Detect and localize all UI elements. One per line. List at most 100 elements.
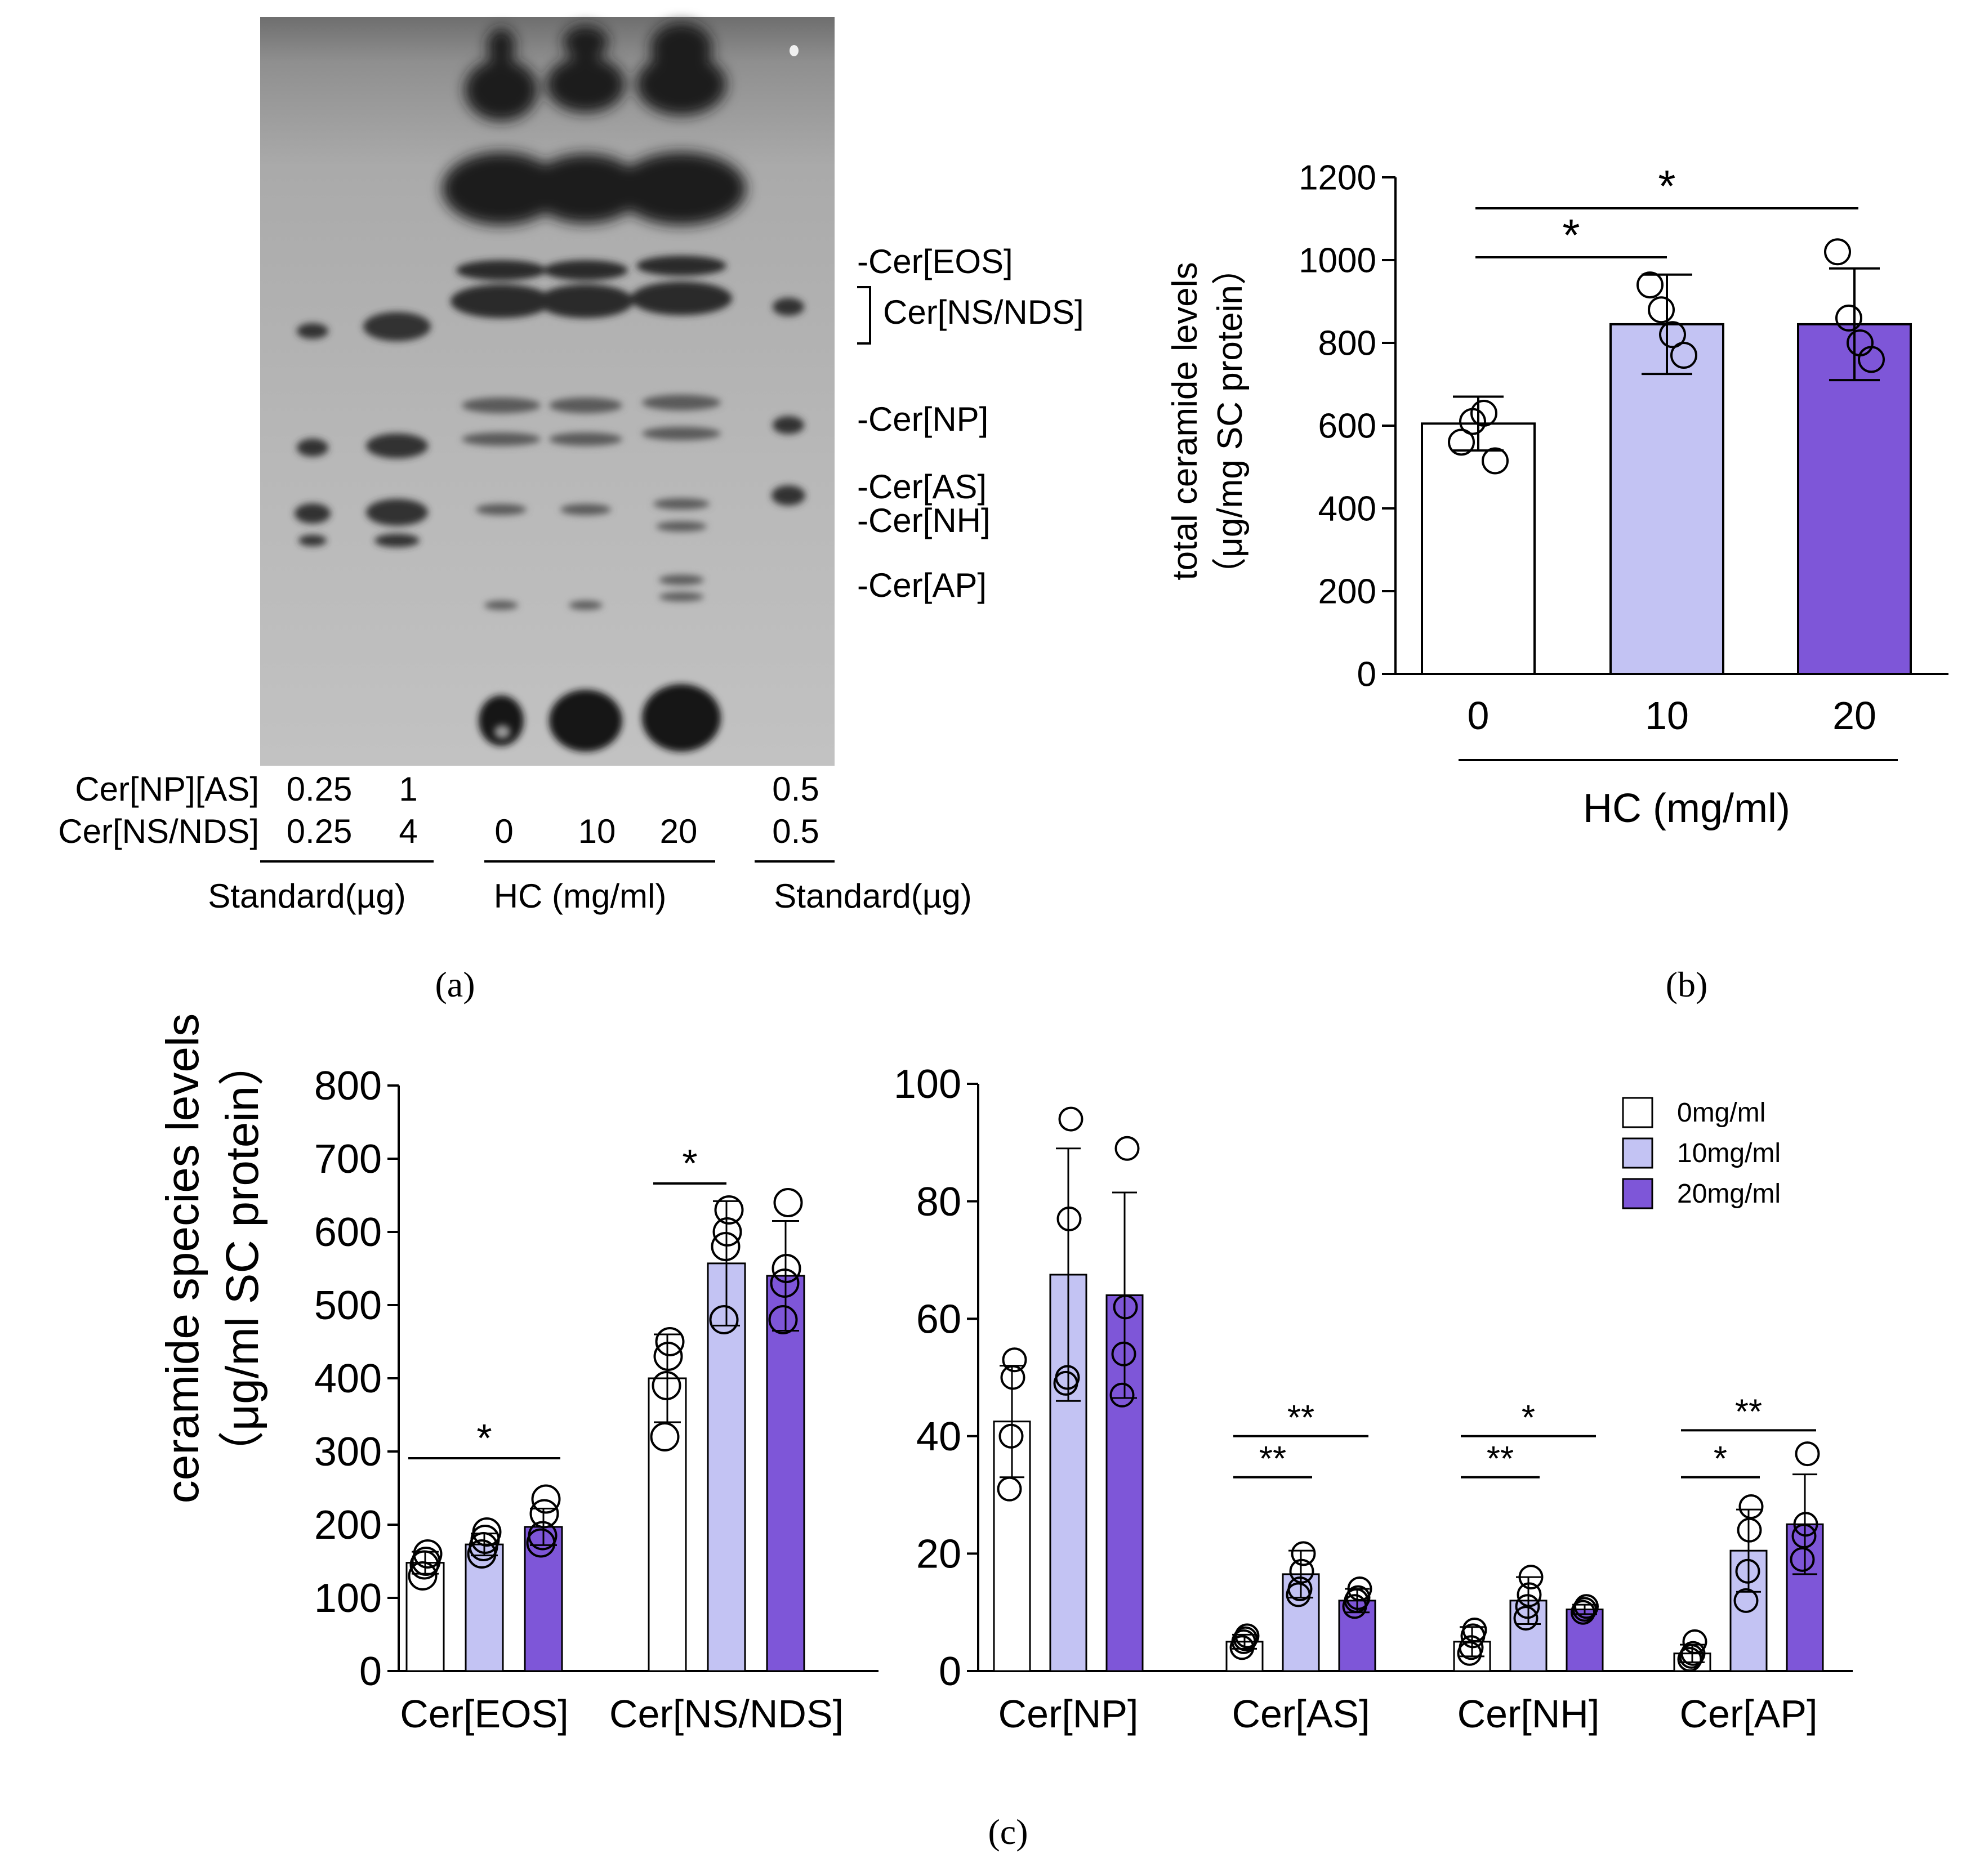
data-point [1448, 428, 1475, 456]
data-point [714, 1195, 744, 1225]
group-label-standard-right: Standard(µg) [774, 877, 971, 915]
row1-label: Cer[NP][AS] [75, 770, 259, 808]
chart-total-ceramide: 0 200 400 600 800 1000 1200 0 10 20 HC (mg/ml) tota… [1166, 159, 1948, 831]
significance-label: ** [1487, 1440, 1514, 1479]
data-point [1648, 296, 1675, 324]
legend-label: 10mg/ml [1677, 1138, 1781, 1168]
lane-table: Cer[NP][AS] Cer[NS/NDS] 0.25 1 0.5 0.25 … [58, 770, 971, 915]
data-point [409, 1550, 439, 1580]
bar [707, 1262, 746, 1672]
data-point [1287, 1576, 1313, 1601]
data-point [413, 1539, 443, 1569]
data-point [1738, 1494, 1764, 1519]
y-axis-title-units: （μg/ml SC protein） [217, 1040, 268, 1477]
band-label-nh: -Cer[NH] [857, 502, 991, 539]
row2-value: 0 [494, 812, 513, 850]
panel-b-caption: (b) [1666, 964, 1708, 1004]
data-point [1000, 1365, 1025, 1390]
data-point [712, 1217, 742, 1247]
y-tick-label: 1000 [1299, 242, 1376, 280]
data-point [1347, 1576, 1372, 1601]
data-point [1459, 1635, 1484, 1660]
data-point [652, 1371, 681, 1400]
data-point [1518, 1565, 1544, 1590]
data-point [472, 1517, 502, 1547]
data-point [1513, 1606, 1539, 1631]
y-tick-label: 200 [1318, 573, 1376, 611]
y-tick-label: 0 [939, 1649, 961, 1694]
data-point [773, 1188, 803, 1217]
y-tick-label: 400 [1318, 490, 1376, 529]
row2-value: 4 [399, 812, 417, 850]
data-point [1345, 1585, 1371, 1610]
legend-label: 20mg/ml [1677, 1179, 1781, 1209]
y-tick-label: 80 [916, 1180, 961, 1225]
data-point [1058, 1106, 1083, 1132]
y-tick-label: 0 [1357, 655, 1376, 694]
significance-label: ** [1735, 1392, 1762, 1431]
data-point [1470, 399, 1497, 427]
row2-value: 20 [660, 812, 698, 850]
x-tick-label: Cer[AS] [1232, 1692, 1370, 1736]
y-tick-label: 300 [314, 1430, 382, 1475]
data-point [1109, 1382, 1135, 1408]
significance-label: * [1522, 1399, 1535, 1437]
y-tick-label: 400 [314, 1356, 382, 1401]
x-tick-label: Cer[AP] [1679, 1692, 1817, 1736]
data-point [768, 1305, 798, 1334]
y-tick-label: 20 [916, 1532, 961, 1577]
data-point [1515, 1594, 1540, 1619]
data-point [1234, 1623, 1260, 1649]
y-tick-label: 800 [1318, 324, 1376, 363]
data-point [1114, 1136, 1140, 1161]
bar [1609, 323, 1724, 675]
data-point [1002, 1347, 1027, 1373]
bar [405, 1562, 445, 1672]
data-point [1835, 304, 1862, 332]
band-label-eos: -Cer[EOS] [857, 243, 1013, 280]
data-point [1574, 1594, 1599, 1619]
y-tick-label: 100 [894, 1062, 961, 1107]
data-point [1682, 1629, 1707, 1654]
legend-swatch [1622, 1137, 1653, 1169]
row2-value: 0.25 [287, 812, 353, 850]
data-point [1670, 342, 1697, 369]
panel-a-caption: (a) [435, 964, 475, 1004]
data-point [709, 1305, 739, 1334]
bar [766, 1275, 805, 1672]
y-tick-label: 0 [359, 1649, 382, 1694]
band-label-ns-nds: Cer[NS/NDS] [883, 293, 1084, 331]
row1-value: 0.5 [772, 770, 819, 808]
data-point [529, 1499, 559, 1529]
y-tick-label: 60 [916, 1297, 961, 1342]
row2-value: 10 [578, 812, 616, 850]
data-point [1679, 1643, 1704, 1669]
data-point [1111, 1341, 1136, 1366]
group-label-standard-left: Standard(µg) [208, 877, 405, 915]
data-point [1795, 1441, 1820, 1467]
data-point [997, 1476, 1022, 1502]
band-label-ap: -Cer[AP] [857, 566, 987, 604]
y-tick-label: 200 [314, 1503, 382, 1548]
data-point [711, 1232, 741, 1261]
data-point [1636, 271, 1664, 299]
data-point [408, 1561, 438, 1591]
band-label-np: -Cer[NP] [857, 400, 988, 438]
panel-c-caption: (c) [988, 1812, 1028, 1852]
y-tick-label: 1200 [1299, 159, 1376, 198]
y-axis-title-units: （μg/mg SC protein） [1211, 250, 1250, 592]
legend: 0mg/ml 10mg/ml 20mg/ml [1622, 1097, 1781, 1209]
significance-label: ** [1259, 1440, 1286, 1479]
data-point [653, 1342, 683, 1371]
data-point [1233, 1626, 1258, 1651]
data-point [1113, 1294, 1138, 1320]
x-tick-label: 20 [1832, 694, 1876, 738]
y-axis-title: ceramide species levels [157, 1013, 208, 1504]
y-tick-label: 100 [314, 1576, 382, 1621]
data-point [1733, 1588, 1759, 1613]
data-point [1735, 1558, 1760, 1584]
data-point [1680, 1641, 1706, 1666]
data-point [528, 1521, 558, 1551]
row2-value: 0.5 [772, 812, 819, 850]
chart-ceramide-species-left: 0 100 200 300 400 500 600 700 800 Cer[EOS] Cer[NS/… [157, 1013, 879, 1736]
